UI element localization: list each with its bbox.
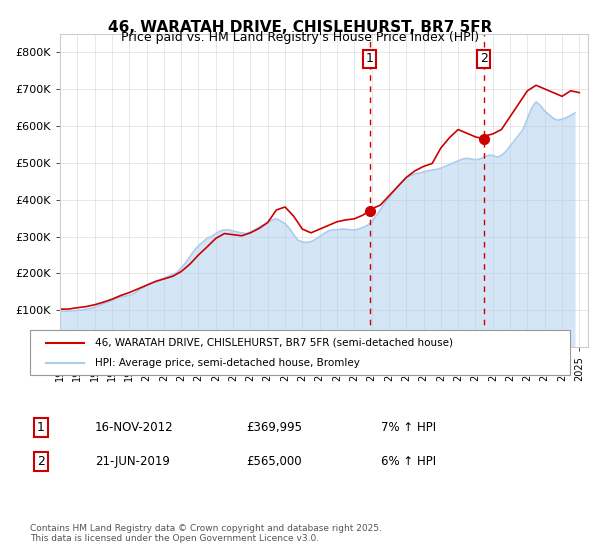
Text: Price paid vs. HM Land Registry's House Price Index (HPI): Price paid vs. HM Land Registry's House … bbox=[121, 31, 479, 44]
Text: 46, WARATAH DRIVE, CHISLEHURST, BR7 5FR (semi-detached house): 46, WARATAH DRIVE, CHISLEHURST, BR7 5FR … bbox=[95, 338, 453, 348]
Text: 21-JUN-2019: 21-JUN-2019 bbox=[95, 455, 170, 468]
Text: 16-NOV-2012: 16-NOV-2012 bbox=[95, 421, 173, 435]
Text: Contains HM Land Registry data © Crown copyright and database right 2025.
This d: Contains HM Land Registry data © Crown c… bbox=[30, 524, 382, 543]
Text: 7% ↑ HPI: 7% ↑ HPI bbox=[381, 421, 436, 435]
Text: 1: 1 bbox=[365, 52, 373, 65]
Text: 6% ↑ HPI: 6% ↑ HPI bbox=[381, 455, 436, 468]
Text: 2: 2 bbox=[37, 455, 45, 468]
Text: £565,000: £565,000 bbox=[246, 455, 302, 468]
Text: £369,995: £369,995 bbox=[246, 421, 302, 435]
Text: 2: 2 bbox=[479, 52, 488, 65]
Text: 46, WARATAH DRIVE, CHISLEHURST, BR7 5FR: 46, WARATAH DRIVE, CHISLEHURST, BR7 5FR bbox=[108, 20, 492, 35]
Text: 1: 1 bbox=[37, 421, 45, 435]
FancyBboxPatch shape bbox=[30, 330, 570, 375]
Text: HPI: Average price, semi-detached house, Bromley: HPI: Average price, semi-detached house,… bbox=[95, 358, 359, 368]
